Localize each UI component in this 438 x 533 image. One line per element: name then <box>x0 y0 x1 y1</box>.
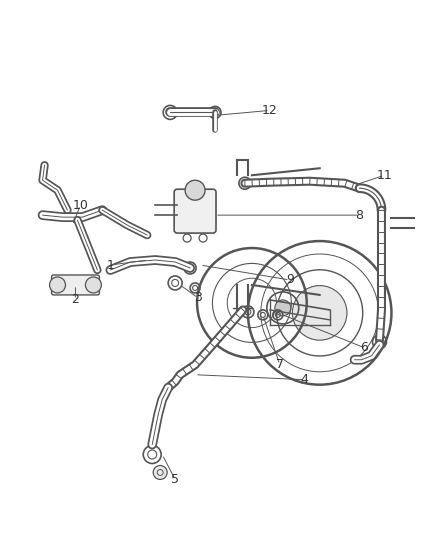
Circle shape <box>85 277 101 293</box>
Circle shape <box>275 300 291 316</box>
Circle shape <box>49 277 66 293</box>
Text: 9: 9 <box>286 273 294 286</box>
Text: 12: 12 <box>262 104 278 117</box>
Circle shape <box>153 465 167 480</box>
Text: 10: 10 <box>73 199 88 212</box>
Circle shape <box>293 286 347 340</box>
Circle shape <box>185 180 205 200</box>
Text: 5: 5 <box>171 473 179 486</box>
Text: 6: 6 <box>360 341 368 354</box>
Text: 2: 2 <box>71 293 79 306</box>
FancyBboxPatch shape <box>52 275 99 295</box>
Text: 1: 1 <box>106 259 114 271</box>
Text: 4: 4 <box>301 373 309 386</box>
Text: 7: 7 <box>276 358 284 372</box>
Text: 8: 8 <box>356 208 364 222</box>
Text: 11: 11 <box>377 169 392 182</box>
Text: 3: 3 <box>194 292 202 304</box>
FancyBboxPatch shape <box>174 189 216 233</box>
